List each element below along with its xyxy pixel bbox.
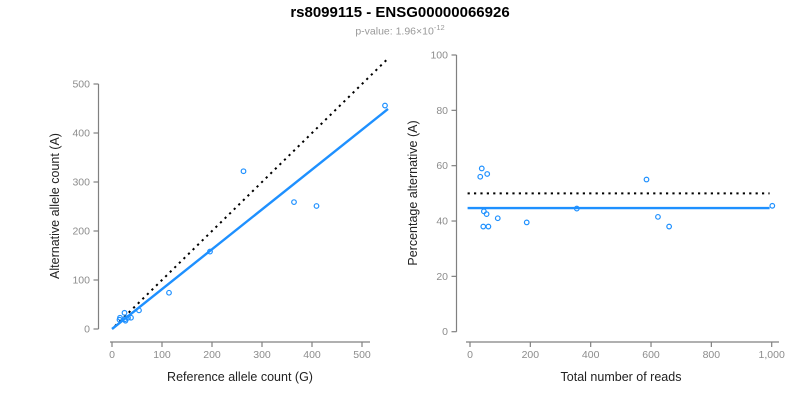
x-axis-title: Total number of reads (561, 370, 682, 384)
data-point (382, 102, 388, 109)
data-point (240, 168, 247, 175)
data-point (573, 205, 580, 212)
data-point (523, 219, 530, 226)
y-tick-label: 100 (72, 275, 90, 287)
y-tick-label: 100 (430, 50, 448, 62)
y-tick-label: 40 (436, 216, 448, 228)
y-tick-label: 300 (72, 177, 90, 189)
data-point (166, 289, 172, 296)
data-point (484, 171, 491, 177)
data-point (478, 165, 485, 172)
allele-count-scatter-y-axis: 0 100 200 300 400 500 (72, 79, 100, 336)
x-tick-label: 300 (253, 349, 271, 361)
data-point (643, 176, 650, 183)
allele-count-scatter-points (116, 102, 388, 324)
data-point (655, 213, 661, 220)
y-axis-title: Percentage alternative (A) (406, 120, 420, 265)
x-tick-label: 600 (642, 349, 660, 361)
allele-count-scatter: 0 100 200 300 400 500 0 100 200 300 400 500 Referenc… (48, 57, 389, 384)
y-tick-label: 500 (72, 79, 90, 91)
percentage-alternative-scatter-points (477, 165, 776, 230)
data-point (125, 314, 131, 321)
fit-line (111, 108, 389, 330)
x-tick-label: 100 (153, 349, 171, 361)
data-point (480, 208, 487, 215)
y-tick-label: 400 (72, 128, 90, 140)
data-point (769, 202, 776, 209)
data-point (313, 203, 320, 209)
x-tick-label: 200 (203, 349, 221, 361)
y-tick-label: 20 (436, 271, 448, 283)
percentage-alternative-scatter-y-axis: 0 20 40 60 80 100 (430, 50, 458, 338)
x-tick-label: 0 (467, 349, 473, 361)
y-tick-label: 0 (442, 326, 448, 338)
data-point (666, 223, 673, 230)
x-tick-label: 800 (703, 349, 721, 361)
x-tick-label: 400 (582, 349, 600, 361)
data-point (477, 173, 484, 180)
data-point (483, 211, 490, 218)
data-point (485, 223, 492, 230)
identity-line (114, 57, 389, 327)
x-tick-label: 0 (109, 349, 115, 361)
data-point (128, 314, 134, 321)
x-tick-label: 1,000 (759, 349, 785, 361)
x-tick-label: 200 (522, 349, 540, 361)
allele-count-scatter-x-axis: 0 100 200 300 400 500 (109, 341, 371, 361)
data-point (207, 248, 213, 255)
data-point (121, 309, 128, 316)
percentage-alternative-scatter: 0 20 40 60 80 100 0 200 400 600 800 1,000 Total numb… (406, 50, 785, 385)
y-tick-label: 80 (436, 105, 448, 117)
data-point (494, 215, 501, 222)
x-tick-label: 400 (303, 349, 321, 361)
percentage-alternative-scatter-x-axis: 0 200 400 600 800 1,000 (466, 341, 785, 361)
y-tick-label: 60 (436, 160, 448, 172)
x-tick-label: 500 (353, 349, 371, 361)
data-point (117, 314, 123, 321)
y-tick-label: 200 (72, 226, 90, 238)
y-axis-title: Alternative allele count (A) (48, 133, 62, 279)
data-point (480, 223, 487, 230)
y-tick-label: 0 (84, 324, 90, 336)
x-axis-title: Reference allele count (G) (167, 370, 313, 384)
data-point (291, 199, 297, 205)
data-point (136, 307, 142, 314)
